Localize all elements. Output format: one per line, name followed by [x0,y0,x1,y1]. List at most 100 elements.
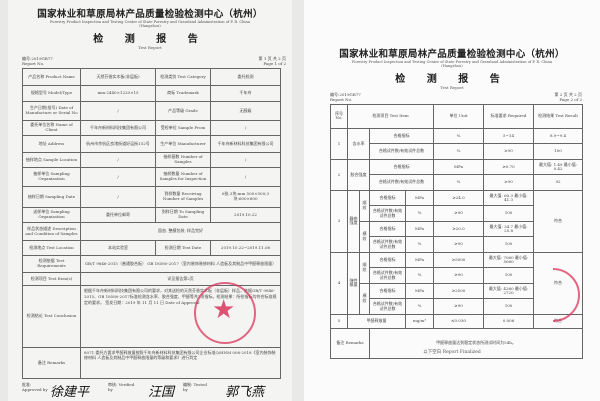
item-number: 2 [330,158,348,191]
field-value: / [210,167,281,187]
unit: % [404,267,435,284]
result: 最大值: 1.49 最小值: 0.42 [533,158,584,176]
field-value: GB/T 9846-2015（普通胶合板） GB 18580-2017（室内装饰… [80,255,281,273]
table-row: 抽样单位 Sampling Organization / 抽样数量 Number o… [22,167,281,187]
metric: 合格试件数/有效试件总数 [368,174,435,191]
field-value: 8071 委托方要求甲醛释放量按照千年舟新材料科技集团有限公司企业标准Q/HNM… [80,347,281,379]
table-row: 生产日期(批号) Date of Manufacture or Serial N… [22,101,281,121]
unit: % [433,127,485,145]
report-title: 检 测 报 告 [93,34,207,45]
column-header: 检测结果 Test Result [533,104,584,129]
table-row: 合格试件数/有效试件总数% ≥90 100 [331,267,583,284]
field-value: 千年舟新材料科技集团有限公司 [210,135,281,153]
required: ≥2500 [433,282,485,300]
field-value: / [80,101,156,121]
report-title-en: Test Report [440,85,464,90]
official-stamp [194,282,256,344]
page-number: 第 1 页 共 2 页 Page 1 of 2 [258,56,286,66]
result: 8.9~9.4 [533,127,584,145]
field-label: 抽样地点 Sample Location [22,152,81,168]
field-value: 6张,3块:mm 500×500;3块:600×600 [210,186,281,208]
unit: MPa [404,220,435,238]
sample-info-table: 产品名称 Product Name 天然芬香实木板(非层板) 检测类别 Test C… [22,68,281,379]
field-value: 杭州市余杭区良渚街道好运街152号 [80,135,156,153]
field-value: / [210,120,281,136]
unit: mg/m³ [404,313,435,329]
metric: 合格指标 [368,127,435,145]
table-row: 地址 Address 杭州市余杭区良渚街道好运街152号 生产单位 Manufact… [22,135,281,153]
table-row: 横纹 合格指标 MPa ≥2500 最大值: 4260 最小值: 2720 [331,282,583,315]
metric: 合格试件数/有效试件总数 [368,143,435,160]
field-value: 2019.10.22~2019.11.08 [210,240,281,256]
required: ≥90 [483,174,535,191]
unit: MPa [404,251,435,269]
field-label: 抽样单位 Sampling Organization [22,167,81,187]
field-label: 地址 Address [22,135,81,153]
report-number: 编号:2019GR77 Report No. [330,92,361,102]
report-page-1: 国家林业和草原局林产品质量检验检测中心（杭州） Forestry Product… [8,0,292,401]
result: 100 [483,298,535,315]
field-label: 到样日期 To Sampling Date [155,207,211,223]
table-row: 备注 Remarks 8071 委托方要求甲醛释放量按照千年舟新材料科技集团有限公… [22,347,281,379]
report-finalized: 以下空白 Report Finalized [423,350,481,355]
unit: % [433,174,485,191]
table-row: 3 静曲强度 顺纹 合格指标 MPa ≥24.0 最大值: 60.3 最小值: 41.3 符合 [330,189,584,253]
required: ≥0.70 [483,158,535,176]
report-title-en: Test Report [138,45,162,50]
conclusion: 符合 [533,189,584,253]
field-value: / [210,152,281,168]
org-title-cn: 国家林业和草原局林产品质量检验检测中心（杭州） [37,9,263,20]
field-value: 千年舟新材料科技集团有限公司 [80,120,156,136]
field-value: 本站实验室 [80,240,156,256]
table-row: 合格试件数/有效试件总数% ≥90 92 [331,174,584,191]
field-value: 固态, 整膜包装, 样品完好 [80,222,281,241]
handwritten-signature: 汪国 [148,385,175,400]
field-label: 产品等级 Grade [155,101,211,121]
field-label: 生产单位 Manufacturer [155,135,211,153]
metric: 合格指标 [369,251,406,269]
grain-direction: 横纹 [359,282,370,315]
metric: 合格指标 [369,189,406,207]
required: ≥5000 [433,251,485,269]
field-label: 检测依据 Test Requirements [22,255,81,273]
table-row: 抽样地点 Sample Location / 抽样基数 Number of Samp… [22,152,281,168]
remarks-value: 甲醛释放量达到稳定状态所测试时间为54h。 [368,327,584,359]
field-value: 委托检测 [210,68,281,86]
metric: 合格试件数/有效试件总数 [369,267,406,284]
field-value: mm:2440×1220×15 [80,85,156,102]
item-name: 甲醛释放量 [347,313,406,329]
metric: 合格指标 [369,282,406,300]
table-row: 合格试件数/有效试件总数% ≥90 100 [331,298,583,315]
signature-role: 编制: Tested by [183,382,207,392]
org-title-en: Forestry Product Inspection and Testing … [352,60,552,64]
result: 100 [483,205,535,222]
unit: MPa [433,158,485,176]
item-name: 胶合强度 [347,158,370,191]
required: 5~14 [483,127,535,145]
stamp-star-icon: ★ [212,295,236,325]
unit: MPa [404,282,435,300]
table-row: 5 甲醛释放量 mg/m³ ≤0.030 0.006 符合 [330,313,584,329]
required: ≥90 [433,298,485,315]
handwritten-signature: 徐建平 [50,385,90,400]
result: 最大值: 7060 最小值: 5060 [483,251,535,269]
required: ≤0.030 [433,313,485,329]
report-page-2: 国家林业和草原局林产品质量检验检测中心（杭州） Forestry Product… [304,0,600,401]
item-number: 5 [330,313,348,329]
item-name: 静曲强度 [347,189,360,253]
field-label: 抽样日期 Sampling Date [22,186,81,208]
item-name: 弹性模量 [347,251,360,315]
grain-direction: 横纹 [359,220,370,253]
field-label: 商标 Trademark [155,85,211,102]
signature-role: 审核: Verified by [108,382,135,392]
org-title-cn: 国家林业和草原局林产品质量检验检测中心（杭州） [339,49,565,60]
table-row: 产品名称 Product Name 天然芬香实木板(非层板) 检测类别 Test C… [22,68,281,86]
field-label: 检测项目 Test Item(s) [22,272,81,286]
field-value: 天然芬香实木板(非层板) [80,68,156,86]
field-label: 抽样数量 Number of Samples for Inspection [155,167,211,187]
field-value: 无醛级 [210,101,281,121]
field-label: 抽样基数 Number of Samples [155,152,211,168]
field-value: / [80,167,156,187]
